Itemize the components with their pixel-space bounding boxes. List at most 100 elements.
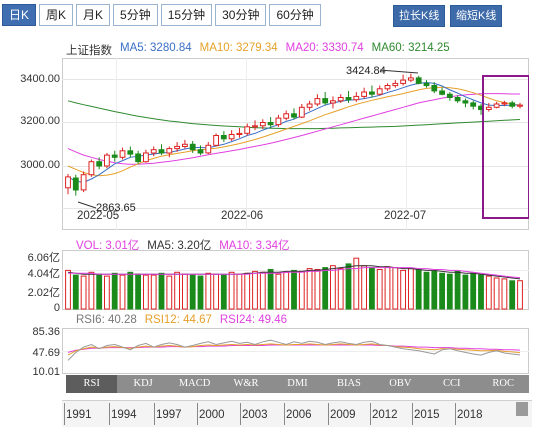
ma5-value: MA5: 3280.84 <box>120 42 192 54</box>
rsi-legend: RSI6: 40.28 RSI12: 44.67 RSI24: 49.46 <box>76 314 287 326</box>
vol-tick-2: 2.02亿 <box>27 287 60 299</box>
candle <box>150 149 157 154</box>
date-label-jun: 2022-06 <box>221 210 264 222</box>
candle <box>485 106 492 110</box>
candle <box>306 103 313 108</box>
volume-bar <box>322 267 329 310</box>
volume-bar <box>88 271 95 310</box>
tab-30min[interactable]: 30分钟 <box>215 4 267 26</box>
candle <box>135 153 141 163</box>
candle <box>353 95 360 101</box>
indicator-tab-macd[interactable]: MACD <box>178 378 211 389</box>
candle <box>369 91 375 95</box>
candles <box>65 73 523 196</box>
volume-chart[interactable] <box>62 250 529 310</box>
candle <box>158 149 165 154</box>
tab-60min[interactable]: 60分钟 <box>269 4 321 26</box>
timeline-year: 2012 <box>372 409 398 421</box>
volume-bar <box>275 273 282 310</box>
rsi-tick-low: 10.01 <box>32 366 60 378</box>
volume-bar <box>80 275 87 310</box>
tab-day-k[interactable]: 日K <box>2 4 37 26</box>
tab-15min[interactable]: 15分钟 <box>160 4 213 26</box>
chart-frame <box>62 58 529 230</box>
volume-bar <box>267 269 274 310</box>
candle <box>275 117 282 126</box>
timeline-handle[interactable] <box>516 402 528 416</box>
volume-bar <box>462 274 469 310</box>
indicator-tab-cci[interactable]: CCI <box>443 378 461 389</box>
indicator-tab-bias[interactable]: BIAS <box>336 378 361 389</box>
rsi-tick-mid: 47.69 <box>32 347 60 359</box>
timeline-tick <box>455 403 456 425</box>
timeline-tick <box>412 403 413 425</box>
volume-bar <box>252 270 258 310</box>
price-tick-3200: 3200.00 <box>20 115 60 127</box>
timeline-year: 2009 <box>330 409 356 421</box>
candlestick-chart[interactable]: 3424.84 2863.65 <box>62 58 529 230</box>
indicator-tab-rsi[interactable]: RSI <box>66 375 118 393</box>
volume-bar <box>408 268 414 310</box>
candle <box>392 82 399 87</box>
timeline-scroller[interactable]: 1991 1994 1997 2000 2003 2006 2009 2012 … <box>62 400 532 427</box>
timeline-year: 2006 <box>286 409 312 421</box>
volume-bar <box>509 280 516 310</box>
volume-bar <box>259 271 266 310</box>
candle <box>283 113 290 119</box>
volume-bar <box>361 265 368 310</box>
volume-bar <box>330 265 336 310</box>
volume-bar <box>306 268 313 310</box>
rsi-tick-high: 85.36 <box>32 326 60 338</box>
stretch-kline-button[interactable]: 拉长K线 <box>393 5 446 27</box>
tab-month-k[interactable]: 月K <box>76 4 111 26</box>
volume-bar <box>392 267 399 310</box>
vol-ma5-value: MA5: 3.20亿 <box>147 240 212 252</box>
volume-bar <box>111 272 118 310</box>
highlight-box <box>482 75 529 219</box>
candle <box>72 177 79 191</box>
timeline-year: 1997 <box>156 409 182 421</box>
candle <box>322 98 329 104</box>
volume-bar <box>291 269 297 310</box>
indicator-tab-roc[interactable]: ROC <box>492 378 515 389</box>
timeline-tick <box>370 403 371 425</box>
date-label-may: 2022-05 <box>77 210 120 222</box>
timeline-year: 1994 <box>111 409 137 421</box>
volume-bar <box>189 274 196 310</box>
timeline-tick <box>154 403 155 425</box>
timeline-year: 2018 <box>457 409 483 421</box>
indicator-tab-obv[interactable]: OBV <box>389 378 412 389</box>
shrink-kline-button[interactable]: 缩短K线 <box>450 5 503 27</box>
candle <box>408 77 414 81</box>
candle <box>220 135 227 140</box>
candle <box>337 97 344 102</box>
volume-bar <box>298 270 305 310</box>
tab-week-k[interactable]: 周K <box>39 4 74 26</box>
vol-value: VOL: 3.01亿 <box>76 240 140 252</box>
candle <box>127 150 134 155</box>
rsi12-line <box>67 343 521 356</box>
ma10-value: MA10: 3279.34 <box>199 42 278 54</box>
date-label-jul: 2022-07 <box>384 210 427 222</box>
candle <box>236 132 243 136</box>
volume-bar <box>501 278 508 310</box>
price-tick-3000: 3000.00 <box>20 159 60 171</box>
ma20-line <box>67 93 520 165</box>
volume-bar <box>197 275 204 310</box>
rsi-chart[interactable] <box>62 328 529 374</box>
candle <box>267 122 274 126</box>
volume-bar <box>228 271 235 310</box>
candle <box>228 134 235 140</box>
volume-bar <box>205 272 212 310</box>
volume-bar <box>345 263 352 310</box>
timeline-year: 2015 <box>414 409 440 421</box>
volume-bar <box>400 269 407 310</box>
rsi6-value: RSI6: 40.28 <box>76 314 137 326</box>
volume-bar <box>174 271 180 310</box>
volume-bar <box>423 271 430 310</box>
tab-5min[interactable]: 5分钟 <box>113 4 158 26</box>
indicator-tab-kdj[interactable]: KDJ <box>133 378 153 389</box>
indicator-tab-wr[interactable]: W&R <box>233 378 259 389</box>
indicator-tab-dmi[interactable]: DMI <box>287 378 308 389</box>
candle <box>259 122 266 127</box>
